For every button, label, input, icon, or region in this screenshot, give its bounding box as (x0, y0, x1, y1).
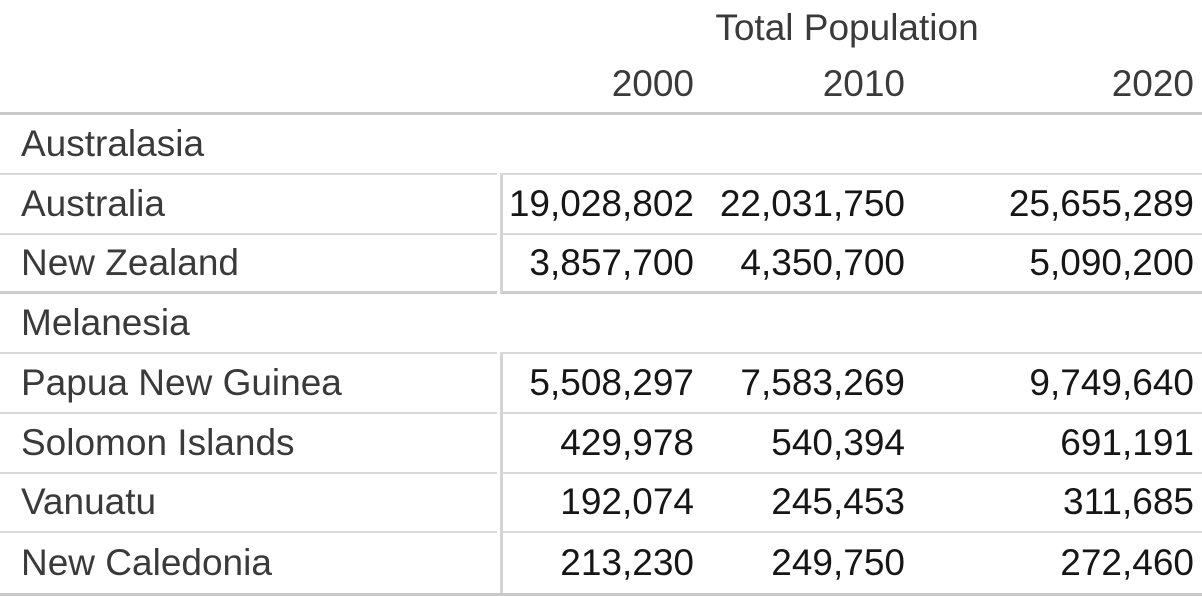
value-2000: 3,857,700 (529, 241, 694, 283)
group-label: Australasia (0, 115, 497, 175)
row-values: 213,230 249,750 272,460 (500, 533, 1202, 593)
row-values: 19,028,802 22,031,750 25,655,289 (500, 174, 1202, 235)
table-title: Total Population (715, 7, 979, 48)
table-row-australia: Australia 19,028,802 22,031,750 25,655,2… (0, 174, 1202, 235)
value-2020: 311,685 (1063, 481, 1194, 523)
value-2020: 272,460 (1060, 542, 1194, 584)
value-2000: 213,230 (560, 542, 694, 584)
row-values: 5,508,297 7,583,269 9,749,640 (500, 354, 1202, 414)
value-2020: 9,749,640 (1029, 361, 1194, 403)
column-header-2000: 2000 (611, 63, 694, 104)
value-2010: 4,350,700 (740, 241, 905, 283)
row-values: 192,074 245,453 311,685 (500, 473, 1202, 534)
value-2010: 540,394 (771, 421, 905, 463)
table-row-papua-new-guinea: Papua New Guinea 5,508,297 7,583,269 9,7… (0, 354, 1202, 414)
table-row-solomon-islands: Solomon Islands 429,978 540,394 691,191 (0, 413, 1202, 474)
value-2010: 7,583,269 (740, 361, 905, 403)
row-label: Solomon Islands (0, 414, 497, 474)
row-values: 3,857,700 4,350,700 5,090,200 (500, 234, 1202, 295)
group-empty-cells (500, 115, 1202, 175)
row-label: New Caledonia (21, 542, 272, 584)
group-empty-cells (500, 294, 1202, 354)
value-2020: 691,191 (1060, 421, 1194, 463)
value-2010: 245,453 (771, 481, 905, 523)
value-2020: 25,655,289 (1008, 182, 1194, 224)
value-2010: 22,031,750 (719, 182, 905, 224)
value-2020: 5,090,200 (1029, 241, 1194, 283)
value-2000: 19,028,802 (508, 182, 694, 224)
header-title-row: Total Population (0, 0, 1202, 56)
value-2000: 5,508,297 (529, 361, 694, 403)
group-row-melanesia: Melanesia (0, 294, 1202, 354)
table-row-vanuatu: Vanuatu 192,074 245,453 311,685 (0, 473, 1202, 534)
table-row-new-caledonia: New Caledonia 213,230 249,750 272,460 (0, 533, 1202, 593)
row-values: 429,978 540,394 691,191 (500, 413, 1202, 474)
value-2010: 249,750 (771, 542, 905, 584)
row-label: New Zealand (0, 235, 497, 295)
table-header: Total Population 2000 2010 2020 (0, 0, 1202, 112)
column-header-2010: 2010 (822, 63, 905, 104)
row-label: Australia (0, 175, 497, 235)
table-row-new-zealand: New Zealand 3,857,700 4,350,700 5,090,20… (0, 234, 1202, 295)
header-year-row: 2000 2010 2020 (0, 56, 1202, 112)
group-row-australasia: Australasia (0, 115, 1202, 175)
value-2000: 192,074 (560, 481, 694, 523)
table-body: Australasia Australia 19,028,802 22,031,… (0, 112, 1202, 596)
row-label: Papua New Guinea (0, 354, 497, 414)
value-2000: 429,978 (560, 421, 694, 463)
row-label: Vanuatu (0, 474, 497, 534)
group-label: Melanesia (0, 294, 497, 354)
column-header-2020: 2020 (1111, 63, 1194, 104)
